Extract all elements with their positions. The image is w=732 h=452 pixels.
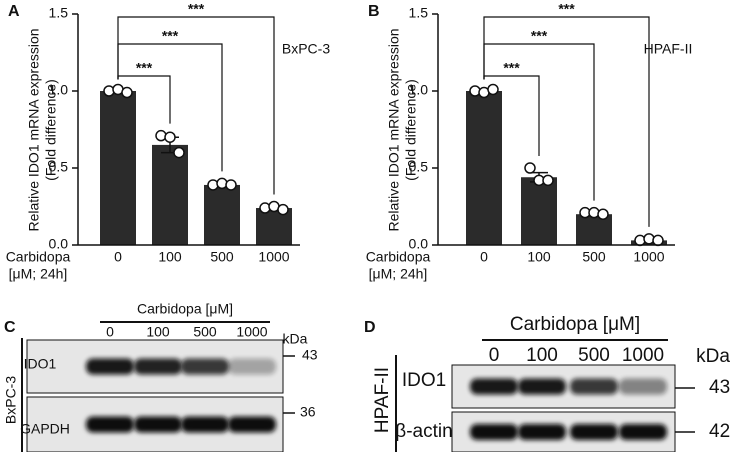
band (518, 378, 566, 395)
y-axis-label: (Fold difference) (403, 79, 419, 181)
cell-line: HPAF-II (372, 367, 393, 433)
band (570, 424, 618, 440)
cell-line: BxPC-3 (3, 376, 19, 424)
x-tick-label: 100 (527, 249, 551, 265)
x-tick-label: 500 (582, 249, 606, 265)
row-label: IDO1 (402, 370, 446, 391)
data-point (542, 174, 554, 187)
lane-label: 500 (578, 345, 610, 366)
y-axis-label: Relative IDO1 mRNA expression (386, 28, 402, 231)
band (134, 358, 182, 375)
significance-label: *** (136, 60, 153, 76)
x-tick-label: 500 (210, 249, 234, 265)
panel-letter: B (368, 3, 380, 20)
x-axis-label: Carbidopa (366, 249, 431, 265)
x-axis-label: [μM; 24h] (369, 266, 428, 282)
x-axis-label: Carbidopa (6, 249, 71, 265)
y-tick-label: 0.5 (409, 159, 429, 175)
kda-unit: kDa (696, 346, 730, 367)
significance-label: *** (188, 1, 205, 17)
kda-label: 43 (302, 347, 318, 363)
kda-label: 36 (300, 404, 316, 420)
band (228, 358, 276, 375)
x-tick-label: 1000 (258, 249, 289, 265)
lane-label: 1000 (236, 324, 267, 340)
significance-label: *** (558, 1, 575, 17)
row-label: β-actin (395, 421, 452, 442)
panel-letter: A (8, 3, 20, 20)
y-tick-label: 1.5 (409, 5, 429, 21)
kda-label: 42 (709, 421, 730, 442)
data-point (121, 86, 133, 99)
lane-label: 1000 (622, 345, 664, 366)
blot-title: Carbidopa [μM] (137, 301, 233, 317)
bar (466, 91, 502, 245)
data-point (164, 131, 176, 143)
panel-letter: C (4, 319, 16, 336)
panel-letter: D (364, 319, 376, 336)
lane-label: 500 (193, 324, 217, 340)
data-point (652, 234, 664, 247)
bar (204, 184, 240, 245)
band (470, 378, 518, 395)
y-axis-label: Relative IDO1 mRNA expression (26, 28, 42, 231)
data-point (173, 146, 185, 159)
y-tick-label: 1.5 (49, 5, 69, 21)
band (619, 378, 667, 395)
x-tick-label: 0 (480, 249, 488, 265)
band (181, 358, 229, 375)
band (181, 416, 229, 433)
significance-label: *** (162, 28, 179, 44)
y-tick-label: 0.0 (409, 236, 429, 252)
lane-label: 100 (526, 345, 558, 366)
bar (100, 91, 136, 245)
x-tick-label: 1000 (633, 249, 664, 265)
band (86, 416, 134, 433)
data-point (597, 208, 609, 220)
band (570, 378, 618, 395)
row-label: IDO1 (24, 356, 57, 372)
x-tick-label: 100 (158, 249, 182, 265)
lane-label: 100 (146, 324, 170, 340)
kda-label: 43 (709, 377, 730, 398)
x-axis-label: [μM; 24h] (9, 266, 68, 282)
bar (521, 177, 557, 245)
data-point (524, 162, 536, 174)
lane-label: 0 (489, 345, 500, 366)
lane-label: 0 (106, 324, 114, 340)
band (134, 416, 182, 433)
significance-label: *** (531, 28, 548, 44)
significance-bracket (117, 16, 275, 195)
y-tick-label: 0.5 (49, 159, 69, 175)
band (518, 424, 566, 440)
band (619, 424, 667, 440)
y-tick-label: 1.0 (409, 82, 429, 98)
significance-label: *** (503, 60, 520, 76)
blot-title: Carbidopa [μM] (510, 314, 640, 335)
data-point (277, 203, 289, 216)
band (470, 424, 518, 440)
cell-line: BxPC-3 (282, 41, 330, 57)
y-axis-label: (Fold difference) (43, 79, 59, 181)
y-tick-label: 1.0 (49, 82, 69, 98)
row-label: GAPDH (20, 421, 70, 437)
bar (576, 214, 612, 245)
cell-line: HPAF-II (644, 41, 693, 57)
band (228, 416, 276, 433)
data-point (487, 83, 499, 96)
significance-bracket (483, 16, 650, 227)
data-point (225, 179, 237, 191)
y-tick-label: 0.0 (49, 236, 69, 252)
band (86, 358, 134, 375)
kda-unit: kDa (283, 331, 308, 347)
bar (152, 144, 188, 245)
x-tick-label: 0 (114, 249, 122, 265)
